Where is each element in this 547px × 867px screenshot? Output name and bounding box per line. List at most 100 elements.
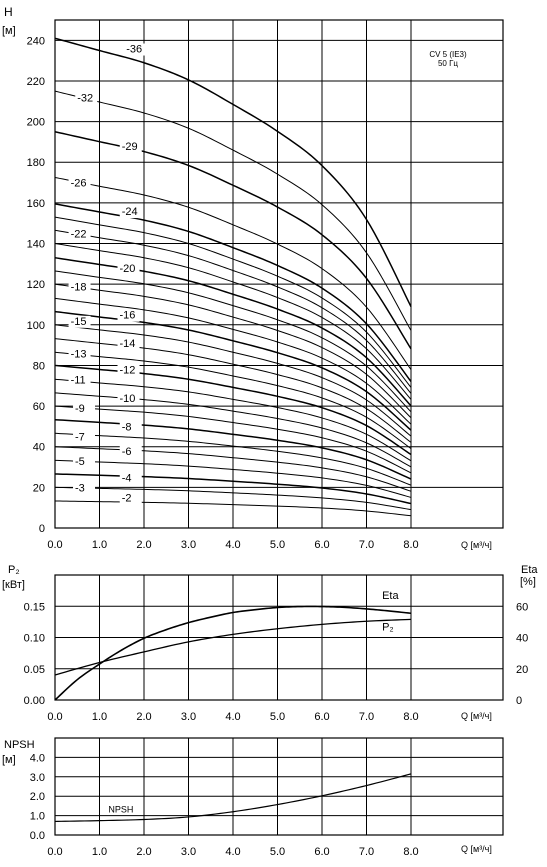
curve-label: P₂ [382,622,394,634]
curve-label-background [117,309,140,322]
curve-label-background [68,177,91,190]
curve-label-background [119,492,142,505]
x-tick-label: 8.0 [403,846,418,858]
x-tick-label: 5.0 [270,711,285,723]
x-axis-label: Q [м³/ч] [461,711,492,721]
curve-label: -14 [120,338,136,350]
plot-frame [54,574,504,701]
y-tick-label-right: 40 [516,633,528,645]
head-curve-n7 [54,432,412,486]
power-curve-p2 [54,618,412,676]
y-tick-label: 0.15 [24,601,45,613]
head-curve-n12 [54,364,412,456]
curve-label: -6 [122,446,132,458]
curve-label-background [119,445,142,458]
plot-frame [54,19,504,529]
chart-annotation: 50 Гц [438,59,458,68]
x-tick-label: 4.0 [225,711,240,723]
npsh-curve [54,773,412,823]
y-tick-label: 3.0 [30,772,45,784]
y-tick-label: 0.0 [30,830,45,842]
head-curve-n14 [54,338,412,443]
curve-label: -5 [75,456,85,468]
head-curve-n3 [54,486,412,511]
y-axis-label: H [4,5,13,19]
head-curve-n15 [54,324,412,437]
curve-label-background [75,92,98,105]
curve-label: -8 [122,421,132,433]
x-axis-label: Q [м³/ч] [461,540,492,550]
head-curve-n26 [54,176,412,370]
curve-label: -32 [77,92,93,104]
curve-label-background [119,206,142,219]
curve-label-background [119,141,142,154]
curve-label-background [73,403,96,416]
head-curves: H [м] CV 5 (IE3)50 Гц -36 -32 -29 -26 -24 -22 -20… [2,5,467,517]
x-tick-label: 6.0 [314,846,329,858]
npsh-curves: NPSH [м] NPSH [2,739,412,823]
head-curve-n21 [54,243,412,400]
curve-label: -26 [71,178,87,190]
curve-label-background [117,338,140,351]
head-curve-n36 [54,37,412,307]
x-tick-label: 6.0 [314,539,329,551]
x-tick-label: 1.0 [92,846,107,858]
y-axis-unit: [м] [2,754,16,766]
plot-frame [54,737,504,836]
curve-label-background [73,456,96,469]
y-tick-label: 40 [33,442,45,454]
curve-label-background [119,472,142,485]
curve-label: -13 [71,348,87,360]
y-tick-label: 0.10 [24,633,45,645]
x-tick-label: 7.0 [359,539,374,551]
head-curve-n22 [54,229,412,394]
x-tick-label: 3.0 [181,846,196,858]
x-tick-label: 2.0 [136,711,151,723]
curve-label: -29 [122,141,138,153]
y-tick-label: 140 [27,239,45,251]
y-tick-label: 220 [27,76,45,88]
head-curve-n29 [54,131,412,350]
y-tick-label: 20 [33,482,45,494]
curve-label: -2 [122,493,132,505]
y-axis-unit: [кВт] [2,579,25,591]
y-tick-label: 200 [27,117,45,129]
x-tick-label: 7.0 [359,846,374,858]
x-tick-label: 6.0 [314,711,329,723]
curve-label-background [68,281,91,294]
y-axis-label: P₂ [8,564,20,576]
x-tick-label: 2.0 [136,846,151,858]
curve-label: -15 [71,316,87,328]
panel-npsh: 0.0 1.0 2.0 3.0 4.0 5.0 6.0 7.0 8.0 Q [м³/ч] 0.0 1.… [30,737,504,858]
y-axis-unit-right: [%] [520,576,536,588]
curve-label: -9 [75,403,85,415]
x-tick-label: 8.0 [403,711,418,723]
head-curve-n10 [54,392,412,468]
y-tick-label-right: 0 [516,695,522,707]
x-tick-label: 1.0 [92,711,107,723]
head-curve-n18 [54,283,412,419]
curve-label-background [117,262,140,275]
power-curve-eta [54,605,412,701]
head-curve-n13 [54,351,412,449]
head-curve-n11 [54,378,412,462]
y-tick-label: 0 [39,523,45,535]
x-tick-label: 3.0 [181,539,196,551]
chart-annotation: CV 5 (IE3) [429,50,467,59]
curve-label-background [68,348,91,361]
curve-label-background [117,364,140,377]
y-tick-label: 240 [27,35,45,47]
head-curve-n4 [54,473,412,505]
y-tick-label-right: 20 [516,664,528,676]
curve-label-background [124,43,147,56]
y-axis-label-right: Eta [521,564,538,576]
head-curve-n23 [54,216,412,388]
curve-label: -12 [120,365,136,377]
x-tick-label: 5.0 [270,539,285,551]
x-tick-label: 0.0 [47,846,62,858]
y-axis-label: NPSH [4,739,35,751]
x-tick-label: 0.0 [47,711,62,723]
y-tick-label: 60 [33,401,45,413]
panel-head: 0.0 1.0 2.0 3.0 4.0 5.0 6.0 7.0 8.0 Q [м³/ч] 0 20 40… [27,19,504,551]
